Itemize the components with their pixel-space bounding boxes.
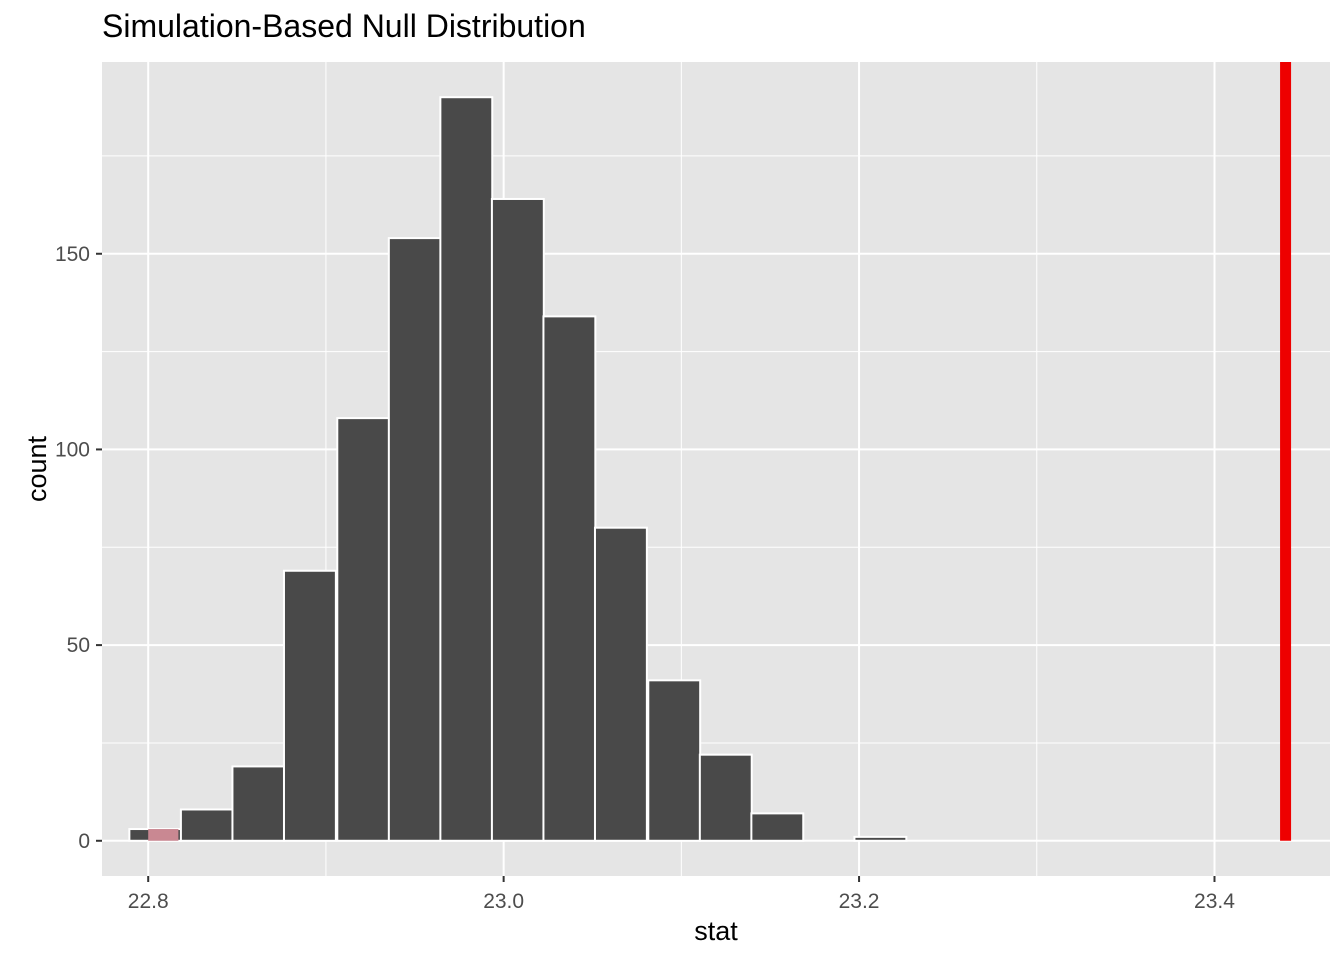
x-tick-label: 23.0 [483,890,524,913]
histogram-bar [179,808,234,842]
histogram-bar [439,96,494,842]
histogram-bar [647,679,702,842]
histogram-bar [853,835,908,842]
histogram-bar [593,526,648,842]
chart-title: Simulation-Based Null Distribution [102,8,586,44]
shaded-pvalue-region [148,829,179,841]
x-tick-label: 23.4 [1194,890,1235,913]
x-tick-label: 23.2 [839,890,880,913]
histogram-bar [750,812,805,842]
y-tick-label: 100 [55,438,90,461]
histogram-bar [698,753,753,842]
histogram-bar [282,569,337,842]
x-tick-label: 22.8 [128,890,169,913]
histogram-bar [387,237,442,842]
histogram-bar [542,315,597,842]
y-tick-label: 50 [67,634,90,657]
y-tick-label: 150 [55,243,90,266]
histogram-bar [336,417,391,842]
histogram-bar [490,197,545,842]
y-tick-label: 0 [78,830,90,853]
y-axis-title: count [22,435,52,502]
x-axis-title: stat [694,916,738,946]
histogram-bar [231,765,286,842]
